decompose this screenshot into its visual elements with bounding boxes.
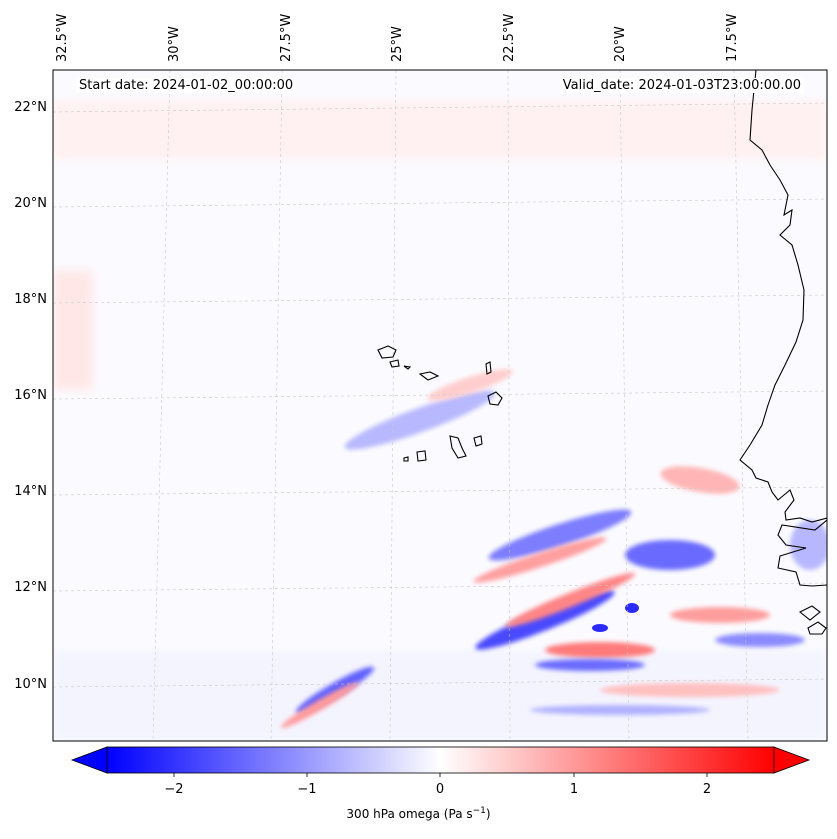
- map-frame: [52, 69, 828, 742]
- start-date-label: Start date: 2024-01-02_00:00:00: [76, 78, 297, 93]
- island-boa-vista: [487, 391, 503, 406]
- omega-field: [53, 100, 827, 741]
- lat-tick: 16°N: [14, 388, 47, 403]
- lon-tick: 30°W: [167, 26, 182, 62]
- colorbar-tick: 1: [570, 782, 578, 797]
- lat-tick: 22°N: [14, 100, 47, 115]
- island-brava: [403, 456, 409, 462]
- colorbar-bar: [106, 746, 775, 774]
- lat-tick: 10°N: [14, 677, 47, 692]
- colorbar-tick: −1: [297, 782, 316, 797]
- colorbar-tick: −2: [164, 782, 183, 797]
- island-sal: [485, 361, 492, 375]
- island-sao-nicolau: [418, 371, 440, 381]
- lat-tick-labels: 22°N 20°N 18°N 16°N 14°N 12°N 10°N: [14, 100, 47, 692]
- graticule: [53, 70, 827, 741]
- lat-tick: 14°N: [14, 484, 47, 499]
- lat-tick: 12°N: [14, 580, 47, 595]
- lon-tick: 22.5°W: [502, 14, 517, 62]
- island-santo-antao: [377, 345, 397, 359]
- island-sao-vicente: [389, 359, 400, 368]
- colorbar-label: 300 hPa omega (Pa s−1): [346, 806, 491, 821]
- island-fogo: [416, 450, 427, 462]
- colorbar-extend-max: [773, 746, 811, 774]
- lon-tick: 32.5°W: [55, 14, 70, 62]
- colorbar-extend-min: [70, 746, 108, 774]
- coastlines: [377, 70, 827, 635]
- lon-tick: 25°W: [390, 26, 405, 62]
- lat-tick: 20°N: [14, 196, 47, 211]
- lon-tick: 17.5°W: [725, 14, 740, 62]
- island-santa-luzia: [403, 365, 412, 370]
- lat-tick: 18°N: [14, 292, 47, 307]
- lon-tick-labels: 32.5°W 30°W 27.5°W 25°W 22.5°W 20°W 17.5…: [55, 14, 740, 62]
- lon-tick: 20°W: [613, 26, 628, 62]
- island-santiago: [449, 435, 467, 459]
- valid-date-label: Valid_date: 2024-01-03T23:00:00.00: [559, 78, 804, 93]
- colorbar: −2 −1 0 1 2: [70, 746, 811, 797]
- lon-tick: 27.5°W: [279, 14, 294, 62]
- island-maio: [473, 435, 483, 447]
- colorbar-tick: 2: [703, 782, 711, 797]
- colorbar-tick: 0: [436, 782, 444, 797]
